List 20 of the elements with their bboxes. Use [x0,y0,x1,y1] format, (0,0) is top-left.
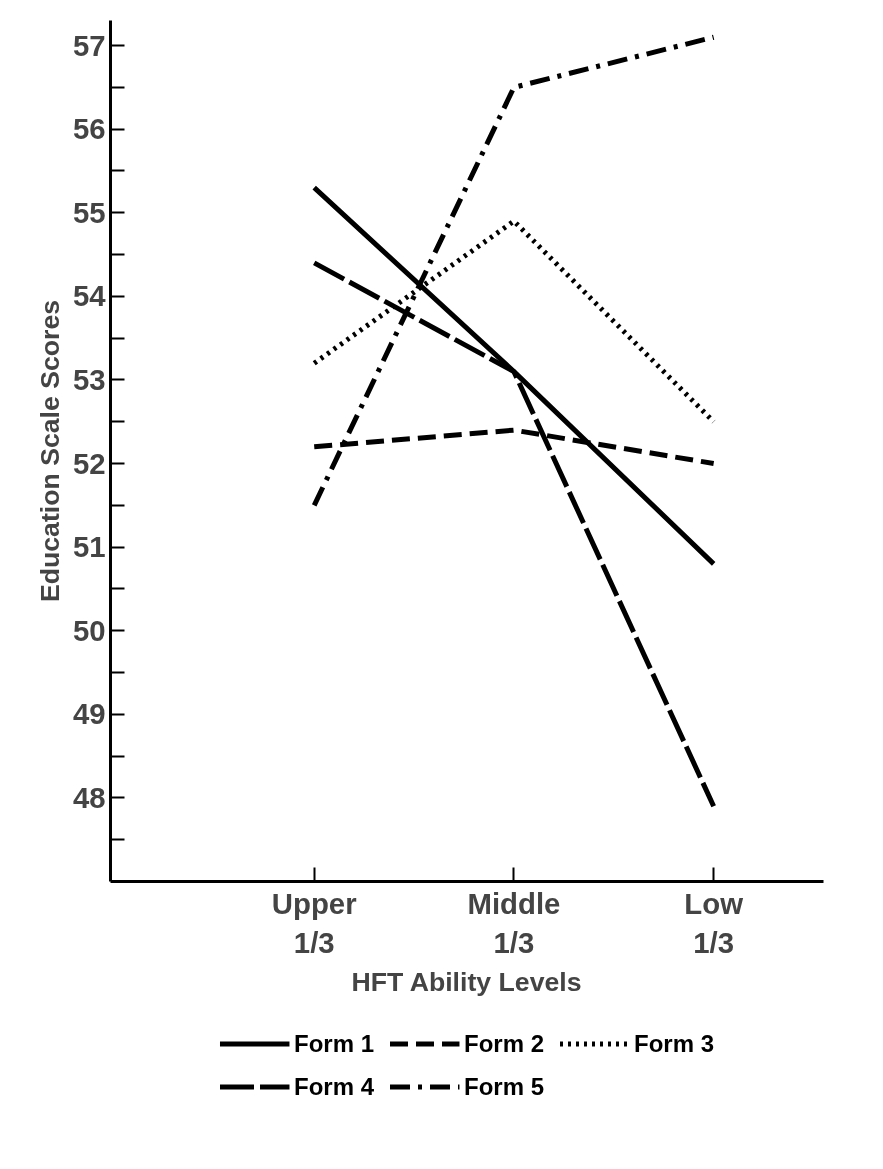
legend-label: Form 4 [293,1072,374,1101]
y-tick-label: 50 [72,613,106,647]
legend-label: Form 3 [634,1029,715,1058]
x-tick-label: Upper 1/3 [271,886,357,960]
legend-label: Form 2 [463,1029,545,1058]
x-tick-label: Middle 1/3 [467,886,561,960]
y-tick-label: 54 [72,279,107,313]
y-tick-label: 57 [72,28,106,62]
y-tick-label: 51 [72,530,106,564]
y-tick-label: 52 [72,446,106,480]
y-axis-title: Education Scale Scores [34,299,65,603]
y-tick-label: 56 [72,112,106,146]
y-tick-label: 55 [72,195,106,229]
y-tick-label: 48 [72,780,106,814]
x-axis-title: HFT Ability Levels [351,967,582,998]
x-tick-label: Low 1/3 [684,886,744,960]
y-tick-label: 53 [72,362,106,396]
legend-label: Form 5 [463,1072,545,1101]
legend-label: Form 1 [293,1029,374,1058]
y-tick-label: 49 [72,697,106,731]
